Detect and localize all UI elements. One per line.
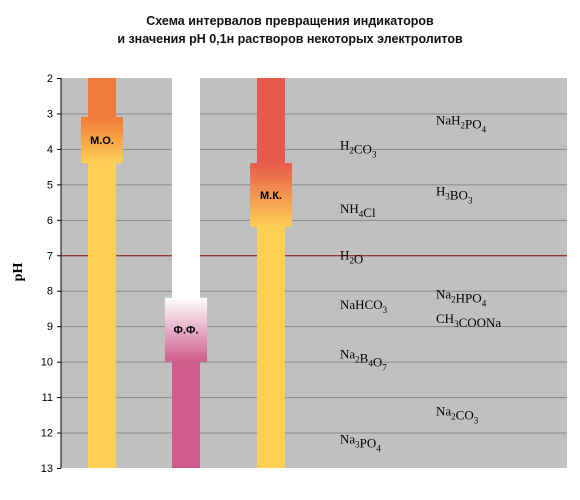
indicator-transition-segment xyxy=(250,163,292,227)
indicator-acid-segment xyxy=(172,78,200,298)
solution-label: NH4Cl xyxy=(340,201,376,220)
solution-label: H3BO3 xyxy=(436,183,473,205)
y-tick-label: 8 xyxy=(47,286,53,298)
indicator-transition-segment xyxy=(81,117,123,164)
solution-label: Na2HPO4 xyxy=(436,286,487,308)
y-tick-label: 11 xyxy=(42,392,53,404)
y-axis-label: pH xyxy=(11,263,26,282)
indicator-base-segment xyxy=(172,361,200,468)
y-tick-label: 6 xyxy=(47,215,53,227)
y-tick-label: 13 xyxy=(41,463,53,475)
solution-label: CH3COONa xyxy=(436,311,501,330)
chart-title: Схема интервалов превращения индикаторов… xyxy=(0,12,580,48)
solution-labels: H2CO3 NH4Cl H2O NaHCO3 Na2B4O7 Na3PO4 NaH2PO4 H… xyxy=(340,113,501,454)
indicator-acid-segment xyxy=(257,78,285,164)
solution-label: H2CO3 xyxy=(340,137,377,159)
y-tick-label: 2 xyxy=(47,73,53,85)
indicator-transition-segment xyxy=(165,297,207,362)
solution-label: Na2B4O7 xyxy=(340,347,387,373)
solution-label: Na2CO3 xyxy=(436,403,479,425)
indicator-label: М.К. xyxy=(260,190,282,202)
solution-label: H2O xyxy=(340,247,363,266)
solution-label: NaHCO3 xyxy=(340,297,388,315)
y-axis: 2 3 4 5 6 7 8 9 10 11 12 13 xyxy=(41,73,62,475)
y-tick-label: 3 xyxy=(47,108,53,120)
indicator-label: М.О. xyxy=(90,135,114,147)
y-tick-label: 4 xyxy=(47,144,53,156)
y-tick-label: 7 xyxy=(47,250,53,262)
indicator-label: Ф.Ф. xyxy=(174,325,199,337)
gridlines xyxy=(61,113,567,434)
title-line-2: и значения рН 0,1н растворов некоторых э… xyxy=(117,32,463,46)
y-tick-label: 9 xyxy=(47,321,53,333)
title-line-1: Схема интервалов превращения индикаторов xyxy=(146,14,434,28)
y-tick-label: 12 xyxy=(41,428,53,440)
indicator-acid-segment xyxy=(88,78,116,117)
solution-label: NaH2PO4 xyxy=(436,113,487,135)
y-tick-label: 5 xyxy=(47,179,53,191)
indicator-base-segment xyxy=(88,163,116,468)
y-tick-label: 10 xyxy=(41,357,53,369)
indicator-bars: М.О. Ф.Ф. М.К. xyxy=(81,78,292,468)
indicator-base-segment xyxy=(257,226,285,468)
solution-label: Na3PO4 xyxy=(340,432,381,454)
plot-area xyxy=(61,78,567,468)
